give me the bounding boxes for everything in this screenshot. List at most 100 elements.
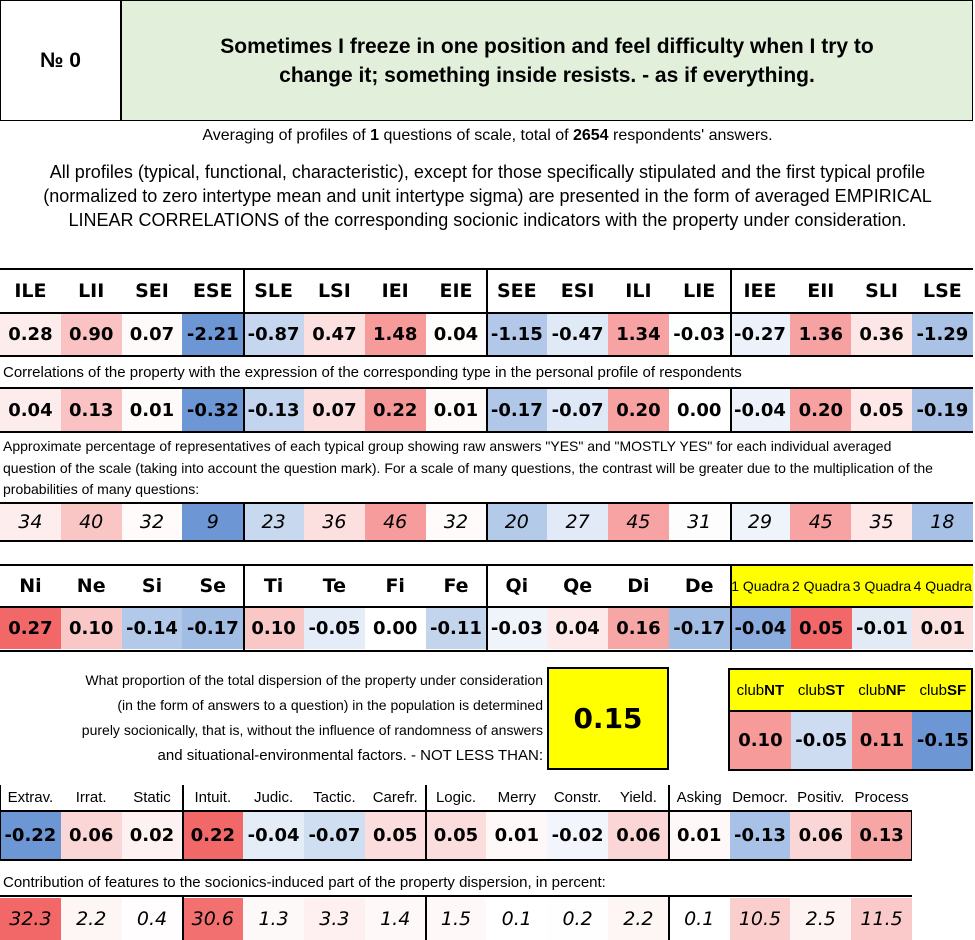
question-count: 1	[370, 127, 380, 144]
type-correlation-value: 0.01	[425, 389, 487, 431]
trait-contribution: 11.5	[851, 898, 912, 940]
summary-text: questions of scale, total of	[383, 127, 569, 144]
type-name: LII	[60, 270, 122, 312]
rule	[730, 502, 732, 541]
trait-value: -0.02	[547, 812, 608, 859]
rule	[0, 540, 973, 542]
rule	[425, 895, 427, 940]
description: All profiles (typical, functional, chara…	[43, 162, 932, 230]
trait-value: -0.22	[0, 812, 61, 859]
type-name: SEE	[486, 270, 548, 312]
club-prefix: club	[797, 681, 826, 699]
type-correlation-value: -0.17	[486, 389, 548, 431]
type-percent-value: 45	[790, 504, 852, 540]
trait-name: Logic.	[425, 785, 487, 810]
type-percent-value: 36	[304, 504, 365, 540]
trait-name: Process	[851, 785, 912, 810]
trait-contribution: 0.4	[121, 898, 183, 940]
rule	[668, 785, 670, 860]
rule	[486, 268, 488, 356]
dispersion-text: (in the form of answers to a question) i…	[117, 697, 543, 713]
trait-name: Asking	[668, 785, 730, 810]
type-name: ILE	[0, 270, 61, 312]
trait-name: Tactic.	[304, 785, 365, 810]
trait-contribution: 1.5	[425, 898, 487, 940]
trait-value: 0.22	[182, 812, 244, 859]
club-name: club SF	[912, 670, 974, 710]
dispersion-text: purely socionically, that is, without th…	[81, 722, 543, 738]
type-name: LIE	[668, 270, 730, 312]
function-value: -0.03	[486, 607, 548, 649]
rule	[0, 859, 912, 861]
trait-value: 0.01	[668, 812, 730, 859]
function-value: -0.05	[304, 607, 365, 649]
function-name: Di	[608, 566, 669, 606]
summary-text: respondents' answers.	[613, 127, 773, 144]
trait-contribution: 1.4	[364, 898, 426, 940]
respondent-count: 2654	[572, 127, 609, 144]
item-number: № 0	[0, 0, 121, 121]
rule	[243, 564, 245, 651]
function-value: 0.27	[0, 607, 61, 649]
trait-contribution: 10.5	[729, 898, 791, 940]
rule	[243, 502, 245, 541]
function-name: Ne	[60, 566, 122, 606]
trait-name: Yield.	[608, 785, 669, 810]
rule	[486, 502, 488, 541]
trait-name: Merry	[486, 785, 548, 810]
type-name: LSE	[912, 270, 973, 312]
trait-name: Democr.	[729, 785, 791, 810]
type-name: IEI	[364, 270, 426, 312]
club-prefix: club	[919, 681, 947, 699]
type-profile-value: 0.36	[851, 313, 912, 355]
quadra-value: 0.05	[790, 607, 852, 649]
rule	[728, 668, 730, 771]
type-percent-value: 29	[729, 504, 791, 540]
trait-contribution: 2.2	[60, 898, 122, 940]
rule	[911, 810, 912, 860]
rule	[243, 387, 245, 432]
trait-contribution: 2.5	[790, 898, 852, 940]
club-name: club NF	[851, 670, 913, 710]
rule	[728, 710, 973, 712]
type-percent-value: 27	[547, 504, 608, 540]
type-profile-value: -0.47	[547, 313, 608, 355]
function-value: -0.17	[668, 607, 730, 649]
club-value: -0.15	[912, 712, 974, 769]
trait-value: -0.04	[243, 812, 304, 859]
trait-value: 0.01	[486, 812, 548, 859]
trait-name: Static	[121, 785, 183, 810]
type-profile-value: -1.15	[486, 313, 548, 355]
type-percent-value: 31	[668, 504, 730, 540]
club-code: SF	[946, 681, 967, 699]
trait-value: 0.05	[425, 812, 487, 859]
type-percent-value: 18	[912, 504, 973, 540]
type-correlation-value: 0.05	[851, 389, 912, 431]
rule	[668, 895, 670, 940]
trait-value: -0.13	[729, 812, 791, 859]
type-profile-value: -0.03	[668, 313, 730, 355]
type-name: ESE	[182, 270, 244, 312]
type-correlation-value: 0.07	[304, 389, 365, 431]
type-profile-value: -2.21	[182, 313, 244, 355]
trait-contribution: 32.3	[0, 898, 61, 940]
type-correlation-value: -0.04	[729, 389, 791, 431]
type-percent-value: 46	[364, 504, 426, 540]
type-name: LSI	[304, 270, 365, 312]
club-value: -0.05	[790, 712, 852, 769]
summary-text: Averaging of profiles of	[202, 127, 366, 144]
type-correlation-value: 0.01	[121, 389, 183, 431]
trait-contribution: 0.1	[486, 898, 548, 940]
club-name: club NT	[730, 670, 791, 710]
function-name: Qe	[547, 566, 608, 606]
question-title: Sometimes I freeze in one position and f…	[121, 0, 973, 121]
type-profile-value: -1.29	[912, 313, 973, 355]
club-code: NF	[885, 681, 906, 699]
type-correlation-value: -0.19	[912, 389, 973, 431]
function-value: -0.17	[182, 607, 244, 649]
quadra-name: 3 Quadra	[851, 566, 913, 606]
club-code: NT	[764, 681, 785, 699]
rule	[730, 268, 732, 356]
quadra-value: 0.01	[912, 607, 974, 649]
club-name: club ST	[790, 670, 852, 710]
